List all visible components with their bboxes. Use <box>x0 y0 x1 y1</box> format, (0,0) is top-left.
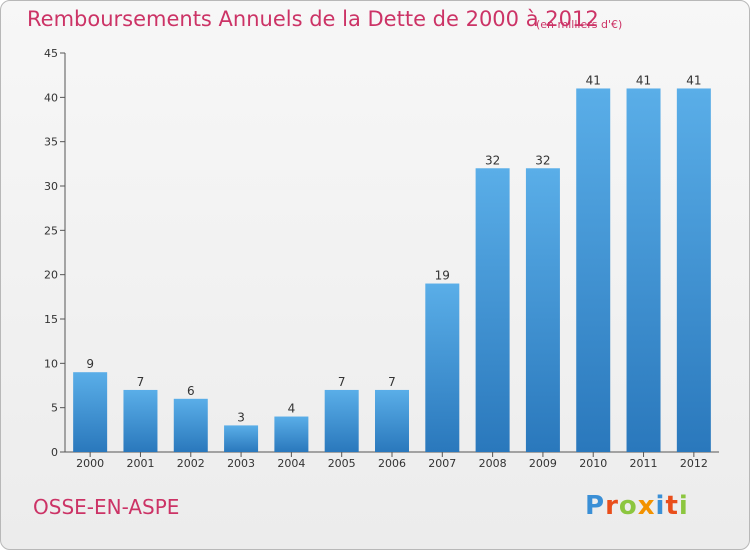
x-tick-label: 2008 <box>479 457 507 470</box>
bar-value-label: 32 <box>535 153 550 167</box>
logo-letter: t <box>665 491 679 521</box>
bar-value-label: 19 <box>435 269 450 283</box>
bar-value-label: 41 <box>636 73 651 87</box>
labels: 9 2000 7 2001 6 2002 3 2003 4 2004 7 2005 7 2006 19 200… <box>76 73 708 470</box>
x-tick-label: 2003 <box>227 457 255 470</box>
bar-2007 <box>425 283 460 452</box>
bar-2011 <box>626 88 661 452</box>
y-tick-label: 25 <box>44 224 58 237</box>
logo-letter: o <box>618 491 638 521</box>
y-tick-label: 0 <box>51 446 58 459</box>
bar-2002 <box>173 398 208 452</box>
bars <box>73 88 711 452</box>
y-tick-label: 40 <box>44 91 58 104</box>
bar-2006 <box>375 389 409 452</box>
x-tick-label: 2006 <box>378 457 406 470</box>
logo-letter: x <box>637 491 656 521</box>
bar-value-label: 32 <box>485 153 500 167</box>
commune-name: OSSE-EN-ASPE <box>33 495 180 519</box>
x-tick-label: 2004 <box>277 457 305 470</box>
bar-value-label: 41 <box>686 73 701 87</box>
bar-2009 <box>525 168 560 452</box>
y-tick-label: 15 <box>44 313 58 326</box>
bar-value-label: 3 <box>237 410 245 424</box>
bar-2005 <box>324 389 359 452</box>
chart-title: Remboursements Annuels de la Dette de 20… <box>27 7 599 31</box>
bar-2000 <box>73 372 108 452</box>
bar-2004 <box>274 416 309 452</box>
y-tick-label: 10 <box>44 357 58 370</box>
x-tick-label: 2001 <box>126 457 154 470</box>
y-tick-label: 5 <box>51 402 58 415</box>
logo-letter: P <box>585 491 606 521</box>
x-tick-label: 2007 <box>428 457 456 470</box>
logo-letter: i <box>678 491 689 521</box>
bar-value-label: 7 <box>388 375 396 389</box>
bar-value-label: 41 <box>586 73 601 87</box>
bar-value-label: 6 <box>187 384 195 398</box>
bar-value-label: 9 <box>86 357 94 371</box>
bar-value-label: 4 <box>288 402 296 416</box>
x-tick-label: 2000 <box>76 457 104 470</box>
x-tick-label: 2010 <box>579 457 607 470</box>
x-tick-label: 2005 <box>328 457 356 470</box>
x-tick-label: 2009 <box>529 457 557 470</box>
bar-2010 <box>576 88 611 452</box>
bar-2008 <box>475 168 510 452</box>
proxiti-logo[interactable]: Proxiti <box>585 491 689 521</box>
bar-value-label: 7 <box>137 375 145 389</box>
x-tick-label: 2002 <box>177 457 205 470</box>
bar-value-label: 7 <box>338 375 346 389</box>
x-tick-label: 2012 <box>680 457 708 470</box>
bar-2012 <box>676 88 711 452</box>
bar-2001 <box>123 389 158 452</box>
x-tick-label: 2011 <box>630 457 658 470</box>
logo-letter: r <box>605 491 619 521</box>
y-tick-label: 30 <box>44 180 58 193</box>
logo-letter: i <box>655 491 666 521</box>
chart-unit: (en milliers d'€) <box>536 18 623 31</box>
y-tick-label: 45 <box>44 47 58 60</box>
bar-2003 <box>224 425 259 452</box>
y-tick-label: 20 <box>44 269 58 282</box>
y-tick-label: 35 <box>44 136 58 149</box>
